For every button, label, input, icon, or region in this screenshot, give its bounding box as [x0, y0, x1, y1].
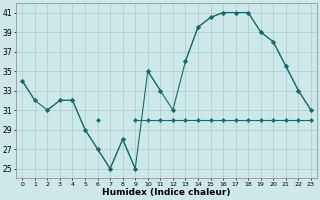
X-axis label: Humidex (Indice chaleur): Humidex (Indice chaleur) — [102, 188, 231, 197]
